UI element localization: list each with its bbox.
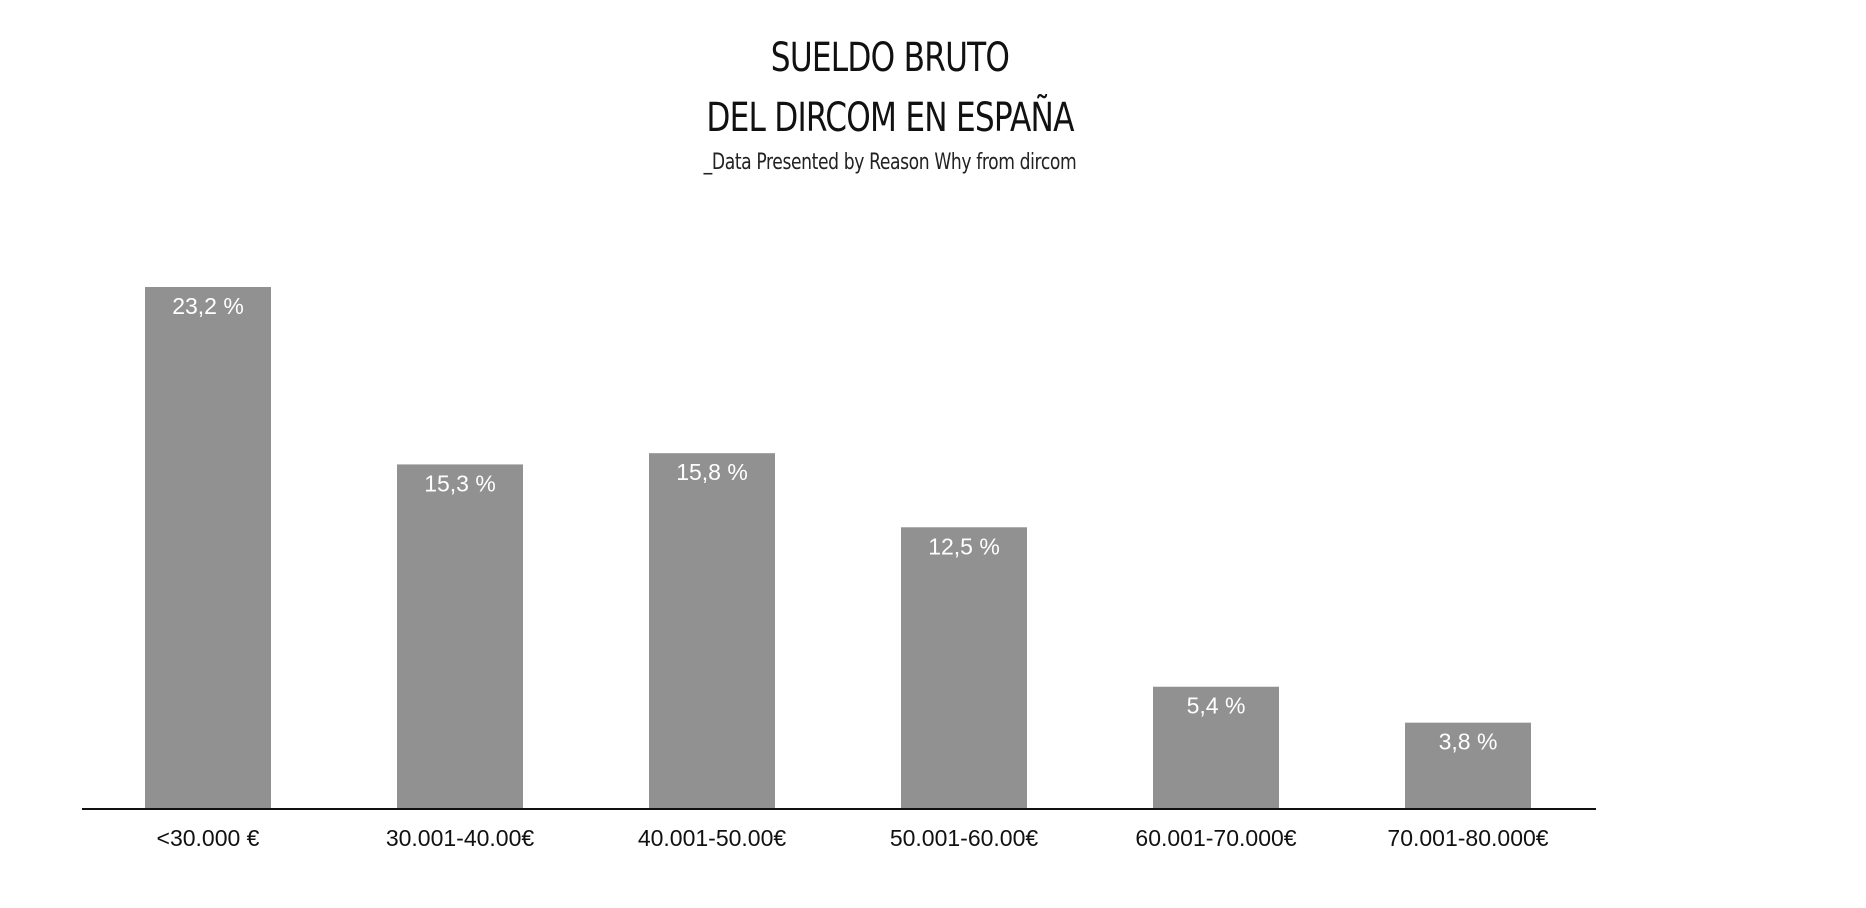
bars-group [145,287,1531,808]
x-tick-label: 40.001-50.00€ [638,825,787,851]
bar [901,527,1027,808]
bar [1153,686,1279,808]
x-tick-label: 60.001-70.000€ [1135,825,1296,851]
chart-title-block: SUELDO BRUTO DEL DIRCOM EN ESPAÑA _Data … [0,28,1780,175]
bar-value-label: 12,5 % [928,533,1000,559]
bar-value-label: 5,4 % [1187,693,1246,719]
bar-value-label: 15,3 % [424,470,496,496]
bar [1405,722,1531,808]
bar [145,287,271,808]
value-labels-group: 23,2 % 15,3 % 15,8 % 12,5 % 5,4 % 3,8 % [172,293,1497,755]
bar [397,464,523,808]
x-tick-label: <30.000 € [157,825,260,851]
chart-subtitle: _Data Presented by Reason Why from dirco… [703,150,1077,175]
chart-title-line-2: DEL DIRCOM EN ESPAÑA [706,95,1074,141]
bar-value-label: 15,8 % [676,459,748,485]
bar-value-label: 23,2 % [172,293,244,319]
x-tick-label: 30.001-40.00€ [386,825,535,851]
x-tick-label: 70.001-80.000€ [1387,825,1548,851]
x-tick-label: 50.001-60.00€ [890,825,1039,851]
x-tick-labels-group: <30.000 € 30.001-40.00€ 40.001-50.00€ 50.00… [157,825,1549,851]
chart-title-line-1: SUELDO BRUTO [770,35,1010,81]
bar [649,453,775,808]
bar-value-label: 3,8 % [1439,729,1498,755]
